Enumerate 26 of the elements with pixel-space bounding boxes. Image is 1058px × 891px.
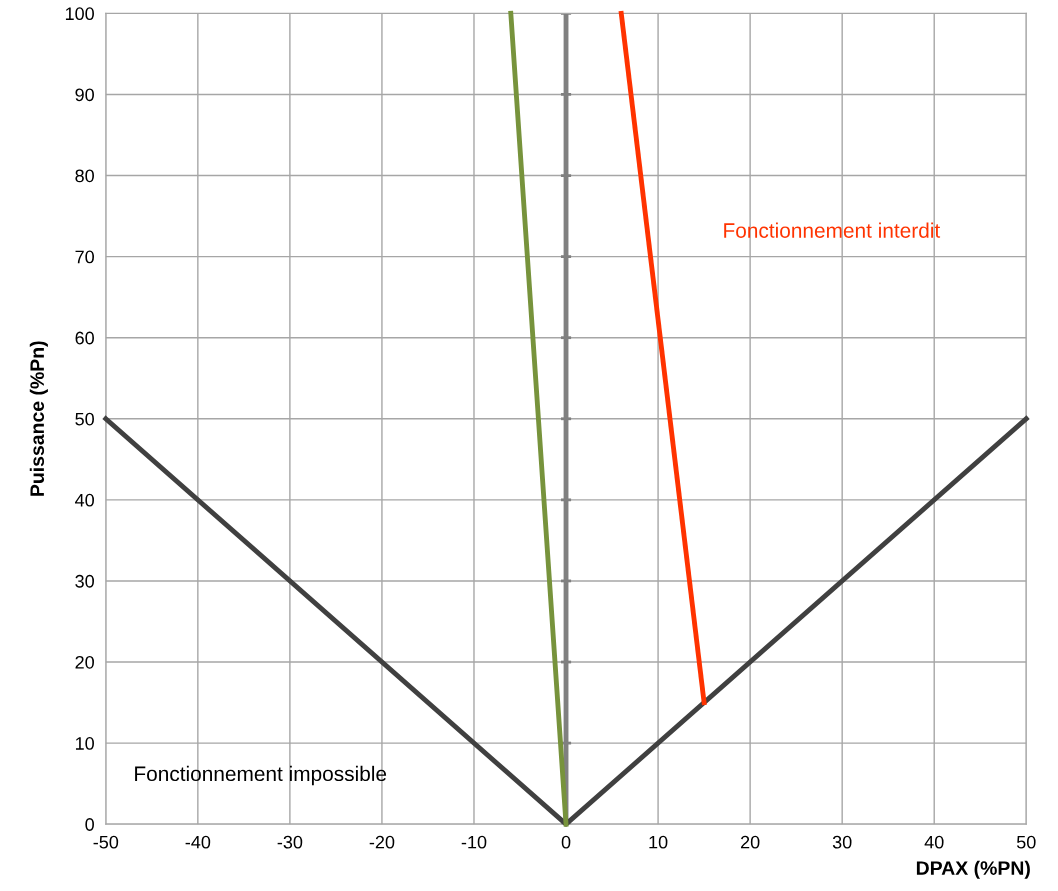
y-tick-label: 100	[65, 7, 94, 21]
x-tick-label: -40	[185, 835, 211, 849]
x-tick-label: 20	[740, 835, 760, 849]
annotation: Fonctionnement interdit	[724, 222, 941, 238]
y-axis-title: Puissance (%Pn)	[29, 341, 48, 496]
y-tick-label: 0	[85, 818, 94, 831]
x-axis-title: DPAX (%PN)	[916, 860, 1030, 879]
x-tick-label: -50	[93, 835, 119, 849]
x-tick-label: 50	[1016, 835, 1036, 849]
x-tick-label: -10	[461, 835, 487, 849]
y-tick-label: 50	[75, 412, 94, 426]
y-tick-label: 90	[75, 88, 94, 102]
x-tick-label: 40	[924, 835, 944, 849]
x-tick-label: 10	[649, 835, 668, 849]
y-tick-label: 80	[75, 169, 94, 183]
y-tick-label: 40	[75, 493, 94, 507]
x-tick-label: 0	[561, 835, 571, 849]
x-tick-label: 30	[832, 835, 852, 849]
x-tick-label: -20	[369, 835, 395, 849]
x-tick-label: -30	[277, 835, 303, 849]
y-tick-label: 20	[75, 655, 94, 669]
y-tick-label: 60	[75, 331, 94, 345]
y-tick-label: 10	[75, 737, 94, 750]
y-tick-label: 30	[75, 574, 94, 588]
y-tick-label: 70	[75, 250, 94, 264]
annotation: Fonctionnement impossible	[135, 765, 387, 786]
